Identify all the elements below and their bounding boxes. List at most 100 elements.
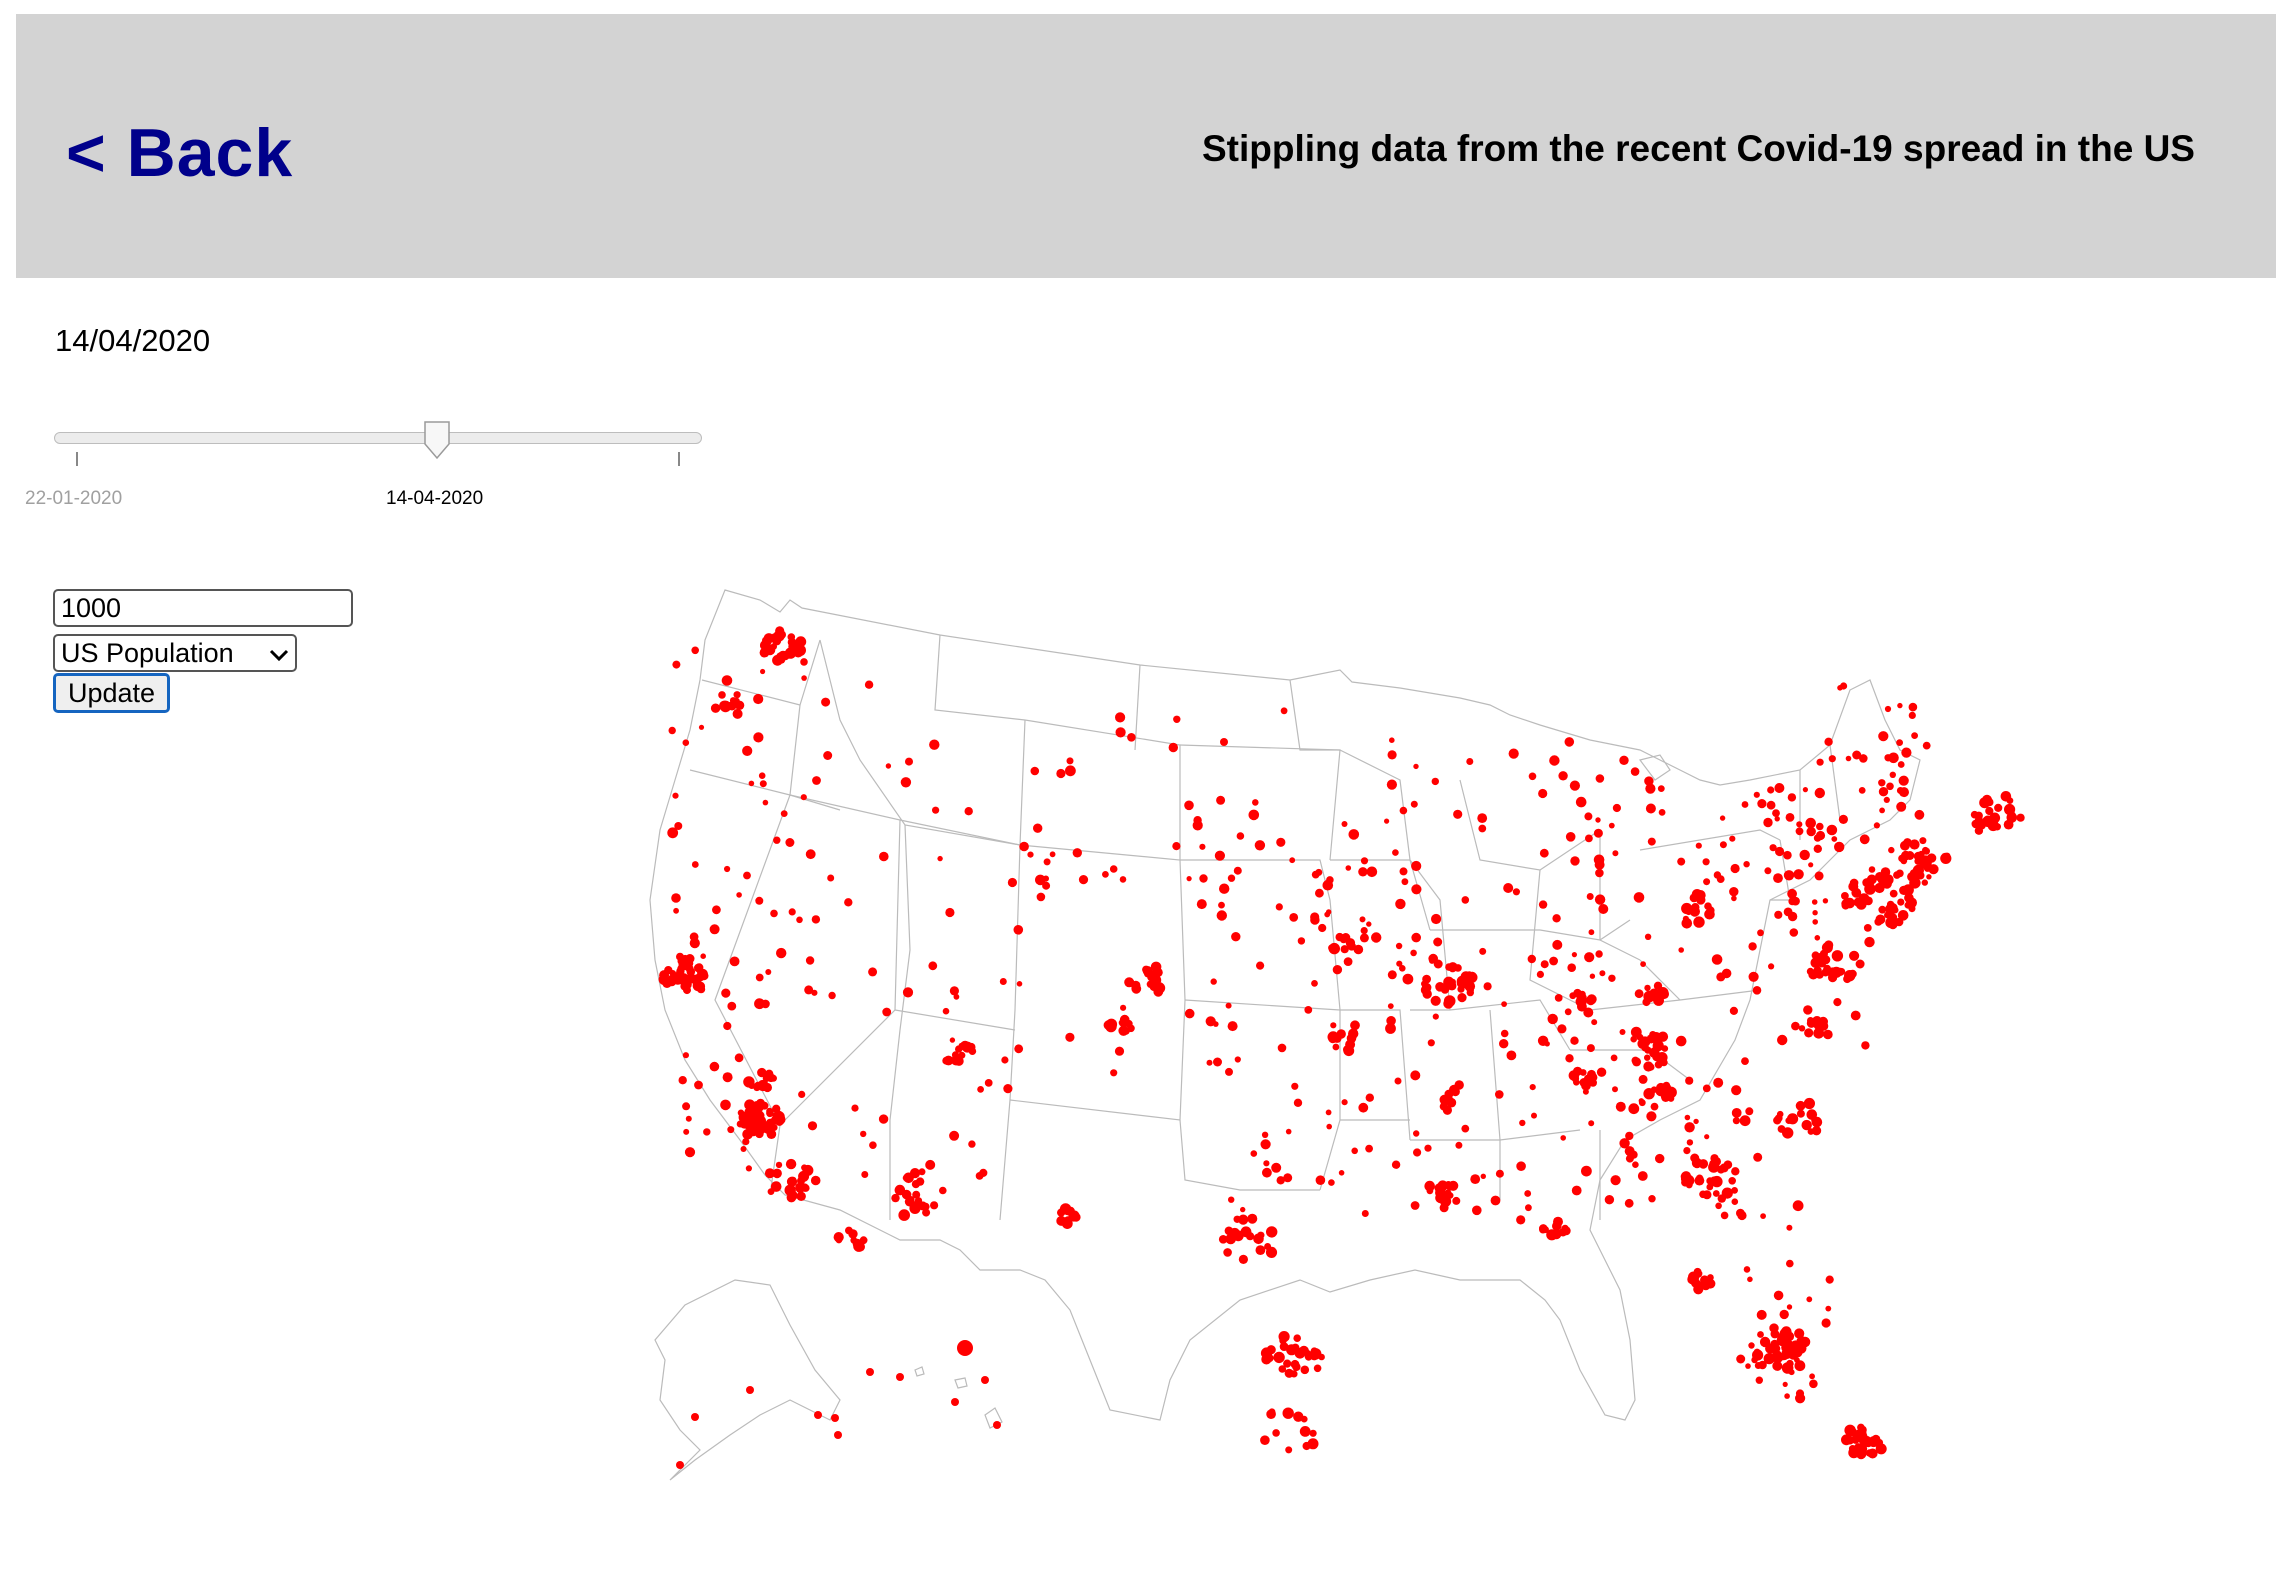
stipple-dot [1748, 1342, 1755, 1349]
stipple-dot [1213, 1057, 1222, 1067]
stipple-dot [1897, 761, 1905, 768]
stipple-dot [1756, 1309, 1767, 1320]
stipple-dot [1120, 1004, 1127, 1011]
stipple-dot [1595, 950, 1603, 958]
stipple-dot [684, 982, 691, 990]
stipple-dot [1773, 1290, 1784, 1301]
stipple-dot [1387, 1003, 1394, 1009]
stipple-dot [1283, 1173, 1293, 1183]
stipple-dot [1736, 1208, 1745, 1218]
stipple-dot [780, 810, 788, 817]
stipple-dot [1433, 937, 1443, 947]
stipple-dot [1704, 1134, 1710, 1140]
stipple-dot [1699, 1190, 1707, 1199]
stipple-dot [1667, 1095, 1675, 1102]
stipple-dot [691, 861, 699, 868]
stipple-dot [1763, 1353, 1775, 1365]
stipple-dot [729, 956, 740, 967]
stipple-dot [885, 763, 892, 769]
stipple-dot [1285, 1128, 1292, 1135]
stipple-dot [1293, 1334, 1301, 1342]
stipple-dot [1604, 1195, 1615, 1205]
stipple-dot [1583, 1074, 1593, 1083]
stipple-dot [1413, 1148, 1422, 1157]
stipple-dot [981, 1376, 989, 1384]
stipple-dot [1779, 1352, 1788, 1361]
stipple-dot [1173, 715, 1181, 723]
stipple-dot [1886, 782, 1894, 791]
stipple-dot [861, 1171, 869, 1178]
stipple-dot [1394, 1077, 1402, 1085]
stipple-dot [1384, 818, 1390, 824]
stipple-dot [1260, 1347, 1273, 1359]
stipple-dot [1227, 874, 1236, 882]
stipple-count-input[interactable] [53, 589, 353, 627]
stipple-dot [1291, 1082, 1299, 1090]
stipple-dot [814, 1411, 822, 1419]
stipple-dot [999, 978, 1007, 985]
stipple-dot [669, 970, 677, 977]
stipple-dot [1716, 1165, 1726, 1174]
stipple-dot [689, 938, 700, 949]
stipple-dot [1859, 834, 1870, 845]
stipple-dot [1309, 1351, 1319, 1361]
stipple-dot [1013, 925, 1024, 935]
back-link[interactable]: < Back [66, 115, 294, 191]
stipple-dot [1888, 910, 1895, 917]
dataset-select[interactable]: US Population [53, 634, 297, 672]
stipple-dot [757, 1079, 769, 1092]
stipple-dot [1813, 844, 1823, 853]
stipple-dot [1841, 892, 1849, 900]
stipple-dot [850, 1236, 858, 1244]
stipple-dot [1689, 893, 1699, 903]
stipple-dot [727, 1001, 737, 1011]
stipple-dot [1302, 1441, 1311, 1451]
slider-track[interactable] [54, 432, 702, 444]
stipple-dot [1593, 854, 1605, 866]
stipple-dot [1922, 741, 1931, 750]
stipple-dot [1286, 1344, 1298, 1356]
stipple-dot [750, 1101, 758, 1109]
stipple-dot [1360, 927, 1368, 935]
stipple-dot [1816, 822, 1824, 831]
stipple-dot [1571, 952, 1577, 958]
stipple-dot [1882, 869, 1890, 877]
slider-handle[interactable] [423, 420, 451, 460]
stipple-dot [1422, 989, 1432, 999]
stipple-dot [1066, 757, 1074, 765]
stipple-dot [1863, 924, 1872, 932]
stipple-dot [1630, 1035, 1637, 1043]
stipple-dot [688, 974, 698, 984]
stipple-dot [1283, 1359, 1292, 1368]
stipple-dot [1653, 1033, 1663, 1043]
stipple-dot [1035, 874, 1046, 886]
update-button[interactable]: Update [53, 673, 171, 713]
stipple-dot [1228, 1196, 1235, 1203]
date-slider[interactable]: 22-01-2020 14-04-2020 [25, 420, 704, 530]
stipple-dot [1016, 981, 1023, 987]
stipple-dot [1538, 900, 1548, 909]
stipple-dot [676, 952, 684, 961]
stipple-dot [1359, 916, 1366, 923]
stipple-dot [1443, 998, 1454, 1009]
stipple-dot [1348, 829, 1360, 840]
stipple-dot [1413, 1130, 1420, 1137]
stipple-dot [1798, 1025, 1806, 1032]
stipple-dot [1278, 1365, 1287, 1373]
stipple-dot [1695, 842, 1702, 849]
stipple-dot [1889, 889, 1898, 898]
stipple-dot [1897, 910, 1909, 921]
stipple-dot [1743, 861, 1750, 868]
stipple-dot [1795, 827, 1804, 836]
stipple-dot [1525, 1204, 1532, 1212]
stipple-dot [1219, 883, 1230, 894]
stipple-dot [1788, 897, 1797, 906]
stipple-dot [1216, 795, 1226, 805]
stipple-dot [755, 1115, 765, 1125]
stipple-dot [667, 827, 679, 839]
stipple-dot [1918, 850, 1925, 858]
stipple-dot [1330, 1022, 1337, 1029]
stipple-dot [1585, 834, 1593, 843]
stipple-dot [1805, 817, 1816, 829]
stipple-dot [684, 1147, 696, 1158]
